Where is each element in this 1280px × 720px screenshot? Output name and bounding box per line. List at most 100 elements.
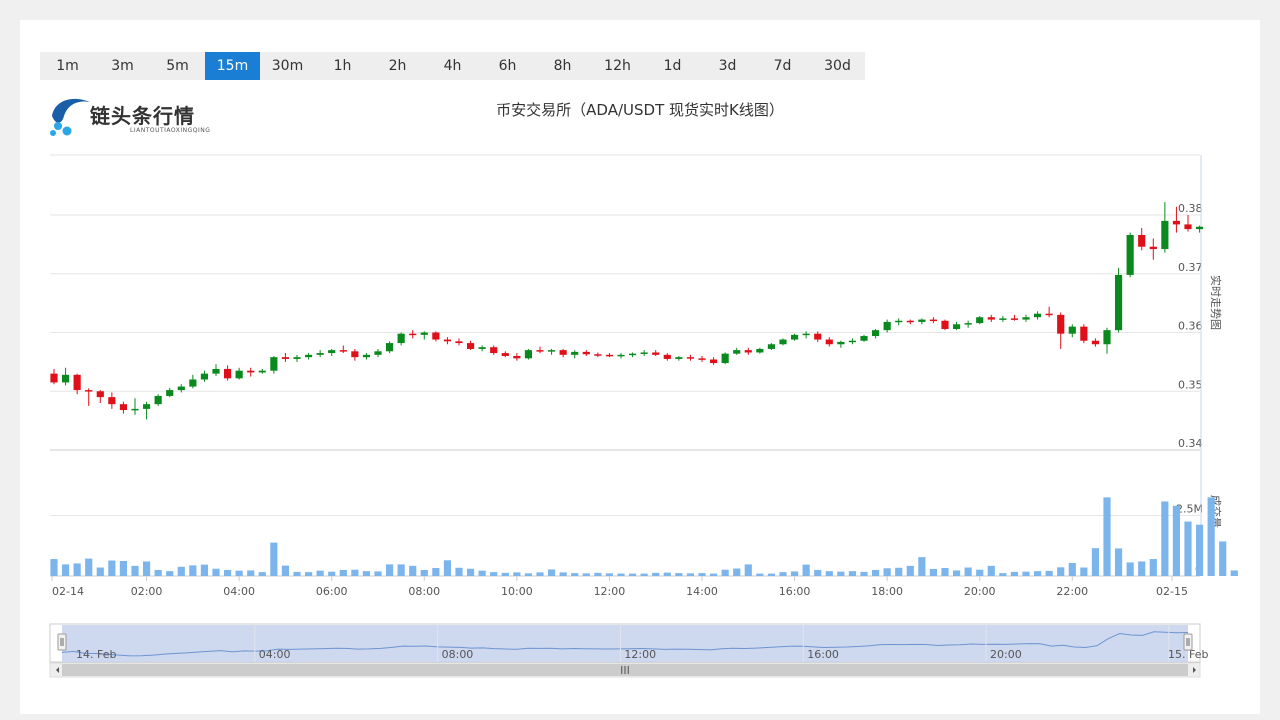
volume-bar <box>871 569 880 576</box>
volume-bar <box>1057 567 1065 576</box>
candle-body <box>733 350 741 354</box>
price-tick-label: 0.37 <box>1178 261 1203 274</box>
candle-body <box>709 359 718 364</box>
volume-bar <box>605 573 614 576</box>
candle-body <box>906 320 914 323</box>
navigator-selection[interactable] <box>62 625 1188 662</box>
volume-bar <box>189 565 197 576</box>
volume-bar <box>547 569 556 576</box>
volume-bar <box>432 568 440 576</box>
candle-body <box>524 350 533 359</box>
volume-bar <box>1195 524 1204 576</box>
navigator-label: 04:00 <box>259 648 291 661</box>
volume-bar <box>987 565 995 576</box>
volume-bar <box>281 565 290 576</box>
volume-bar <box>247 570 255 576</box>
candle-body <box>686 357 695 359</box>
volume-bar <box>1172 505 1181 576</box>
volume-bar <box>814 569 822 576</box>
volume-bar <box>628 573 637 576</box>
volume-bar <box>559 572 567 576</box>
volume-bar <box>409 565 417 576</box>
candle-body <box>976 317 984 324</box>
candle-body <box>802 333 810 336</box>
scroll-left-arrow-icon[interactable] <box>56 667 59 673</box>
candle-body <box>362 354 371 358</box>
interval-tab-5m[interactable]: 5m <box>166 58 189 74</box>
scroll-right-arrow-icon[interactable] <box>1193 667 1196 673</box>
volume-bar <box>952 570 961 576</box>
candle-body <box>871 330 880 337</box>
x-tick-label: 02-15 <box>1156 585 1188 598</box>
x-tick-label: 08:00 <box>408 585 440 598</box>
volume-bar <box>663 572 671 576</box>
scrollbar-thumb[interactable] <box>62 664 1188 676</box>
volume-bar <box>50 559 58 576</box>
interval-tab-8h[interactable]: 8h <box>553 58 572 74</box>
navigator-label: 12:00 <box>624 648 656 661</box>
volume-bar <box>397 564 405 576</box>
interval-tab-1d[interactable]: 1d <box>663 58 682 74</box>
candle-body <box>189 379 197 387</box>
volume-bar <box>61 564 70 576</box>
candle-body <box>316 353 324 355</box>
candle-body <box>351 351 359 358</box>
interval-tab-12h[interactable]: 12h <box>604 58 631 74</box>
candle-body <box>223 368 232 379</box>
candle-body <box>663 354 671 359</box>
candle-body <box>166 390 174 396</box>
interval-tab-1h[interactable]: 1h <box>333 58 352 74</box>
interval-tab-30d[interactable]: 30d <box>824 58 851 74</box>
candle-body <box>698 358 706 360</box>
candle-body <box>547 350 556 352</box>
volume-bar <box>721 569 729 576</box>
volume-bar <box>443 560 452 576</box>
interval-tab-30m[interactable]: 30m <box>271 58 304 74</box>
volume-bar <box>177 566 185 576</box>
volume-bar <box>825 571 833 576</box>
interval-tab-2h[interactable]: 2h <box>388 58 407 74</box>
candle-body <box>478 347 486 349</box>
volume-bar <box>617 573 625 576</box>
candle-body <box>744 350 752 353</box>
interval-tab-1m[interactable]: 1m <box>56 58 79 74</box>
interval-tab-7d[interactable]: 7d <box>773 58 792 74</box>
volume-bar <box>385 564 394 576</box>
navigator-left-handle[interactable] <box>57 633 67 651</box>
candle-body <box>640 352 648 354</box>
candle-body <box>142 404 151 409</box>
interval-tab-6h[interactable]: 6h <box>498 58 517 74</box>
candle-body <box>247 370 255 373</box>
candle-body <box>1057 314 1065 334</box>
candle-body <box>108 397 116 405</box>
navigator-right-handle[interactable] <box>1183 633 1193 651</box>
volume-bar <box>328 571 336 576</box>
volume-bar <box>119 560 128 576</box>
interval-tab-3m[interactable]: 3m <box>111 58 134 74</box>
interval-tab-15m[interactable]: 15m <box>205 52 260 80</box>
interval-tab-4h[interactable]: 4h <box>443 58 462 74</box>
x-tick-label: 18:00 <box>871 585 903 598</box>
candle-body <box>339 350 347 352</box>
candle-body <box>790 334 799 340</box>
volume-bar <box>802 564 810 576</box>
candle-body <box>432 332 440 340</box>
navigator-series <box>61 631 1189 657</box>
volume-bar <box>837 571 845 576</box>
candle-body <box>617 354 625 357</box>
x-tick-label: 14:00 <box>686 585 718 598</box>
x-tick-label: 10:00 <box>501 585 533 598</box>
volume-bar <box>964 567 972 576</box>
volume-bar <box>848 571 857 576</box>
candle-body <box>1045 313 1053 316</box>
candle-body <box>952 324 961 329</box>
candle-body <box>293 357 301 359</box>
candle-body <box>50 373 58 383</box>
volume-bar <box>478 570 486 576</box>
volume-bar <box>293 571 301 576</box>
x-tick-label: 02-14 <box>52 585 84 598</box>
interval-tab-3d[interactable]: 3d <box>718 58 737 74</box>
volume-bar <box>524 573 533 576</box>
candle-body <box>61 374 70 383</box>
